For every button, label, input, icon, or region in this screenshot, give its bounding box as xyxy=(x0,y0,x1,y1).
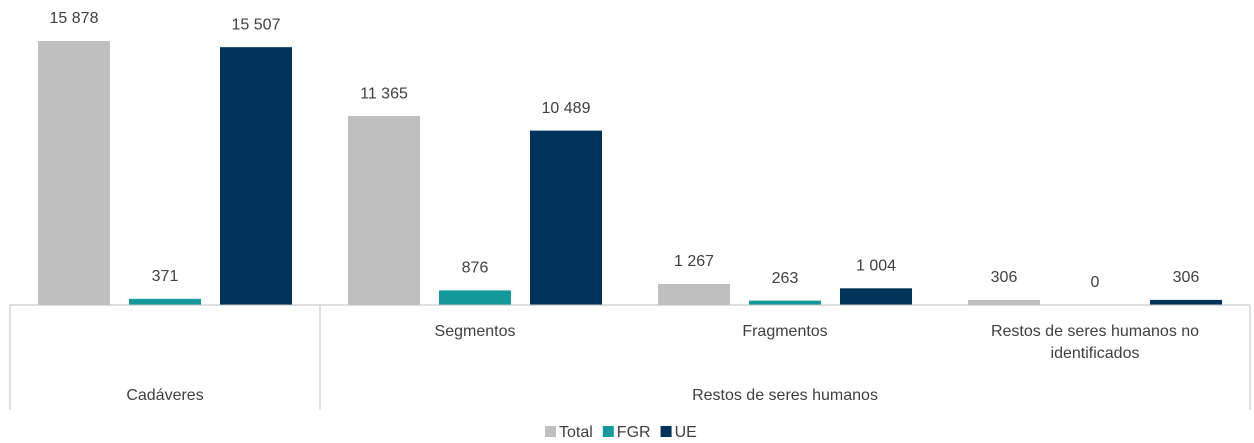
value-label: 876 xyxy=(462,260,489,277)
x-tick-label: Segmentos xyxy=(435,323,516,340)
value-label: 1 267 xyxy=(674,253,714,270)
bar xyxy=(749,300,821,305)
bar xyxy=(530,130,602,305)
value-label: 263 xyxy=(772,270,799,287)
value-label: 10 489 xyxy=(542,100,591,117)
value-label: 0 xyxy=(1091,274,1100,291)
legend-label: Total xyxy=(559,424,593,441)
bar xyxy=(129,298,201,305)
bar xyxy=(658,283,730,305)
legend-swatch xyxy=(602,426,614,437)
x-tick-label: Fragmentos xyxy=(742,323,827,340)
legend-swatch xyxy=(660,426,672,437)
bar xyxy=(840,288,912,305)
legend-label: FGR xyxy=(617,424,651,441)
value-label: 1 004 xyxy=(856,258,896,275)
value-label: 306 xyxy=(991,269,1018,286)
bar xyxy=(1150,299,1222,305)
group-label: Restos de seres humanos xyxy=(692,387,878,404)
value-label: 306 xyxy=(1173,269,1200,286)
bar xyxy=(439,290,511,305)
bar xyxy=(968,299,1040,305)
x-tick-label: Restos de seres humanos no identificados xyxy=(991,323,1199,362)
value-label: 15 878 xyxy=(50,10,99,27)
group-label: Cadáveres xyxy=(126,387,203,404)
value-label: 371 xyxy=(152,268,179,285)
bar xyxy=(38,41,110,305)
value-label: 15 507 xyxy=(232,16,281,33)
bar xyxy=(220,47,292,306)
value-label: 11 365 xyxy=(360,85,408,102)
legend-label: UE xyxy=(675,424,697,441)
bar xyxy=(348,116,420,305)
legend-swatch xyxy=(545,426,556,437)
